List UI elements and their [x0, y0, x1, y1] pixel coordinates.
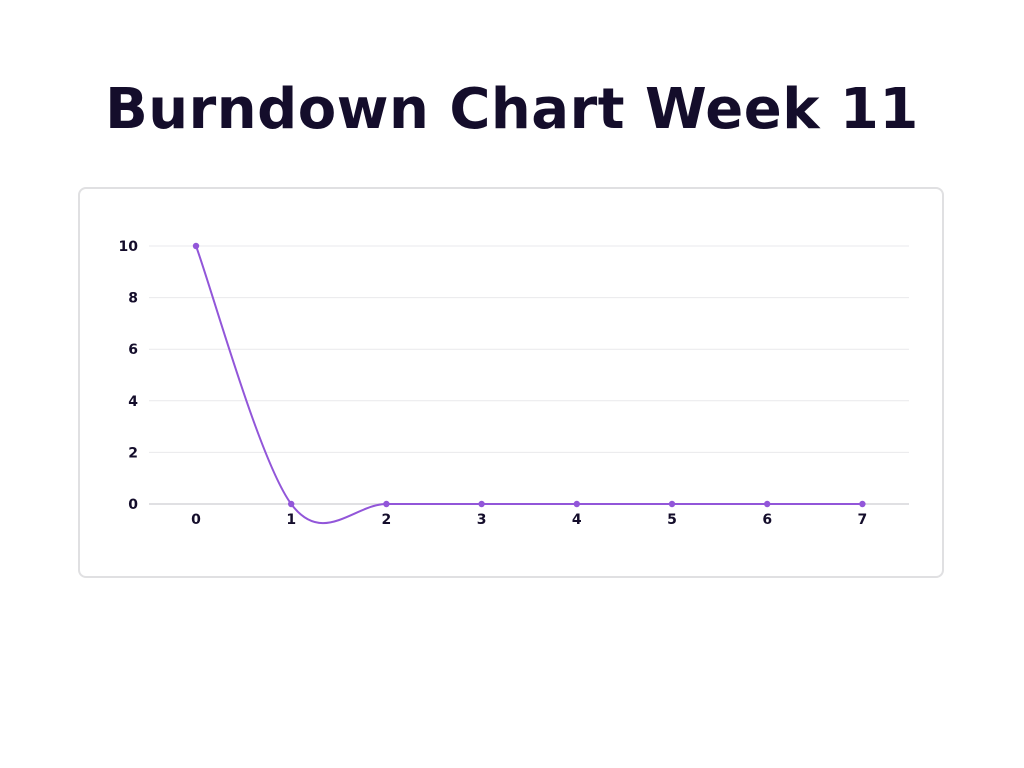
x-tick-label: 0: [191, 512, 201, 528]
x-tick-label: 4: [572, 512, 582, 528]
y-tick-label: 8: [128, 291, 138, 307]
data-point: [192, 242, 200, 250]
data-point: [859, 500, 866, 508]
y-tick-label: 6: [128, 342, 138, 358]
gridlines: [149, 245, 909, 505]
x-tick-label: 3: [477, 512, 487, 528]
data-point: [288, 500, 295, 508]
data-point: [478, 500, 485, 508]
y-axis: 0 2 4 6 8 10: [119, 239, 139, 513]
y-tick-label: 2: [128, 445, 138, 461]
burndown-chart: 0 2 4 6 8 10 0 1 2 3 4 5 6 7: [119, 239, 909, 528]
y-tick-label: 4: [128, 394, 138, 410]
data-point: [383, 500, 390, 508]
series-layer: [192, 242, 866, 525]
data-point: [668, 500, 676, 508]
y-tick-label: 10: [119, 239, 139, 255]
y-tick-label: 0: [128, 497, 138, 513]
x-tick-label: 1: [286, 512, 296, 528]
x-tick-label: 5: [667, 512, 677, 528]
x-tick-label: 2: [382, 512, 392, 528]
series-line: [195, 245, 863, 525]
page-title: Burndown Chart Week 11: [105, 77, 919, 142]
data-point: [764, 500, 771, 508]
x-tick-label: 7: [858, 512, 868, 528]
data-point: [573, 500, 580, 508]
chart-card: 0 2 4 6 8 10 0 1 2 3 4 5 6 7: [78, 187, 944, 578]
x-axis: 0 1 2 3 4 5 6 7: [191, 512, 867, 528]
x-tick-label: 6: [762, 512, 772, 528]
